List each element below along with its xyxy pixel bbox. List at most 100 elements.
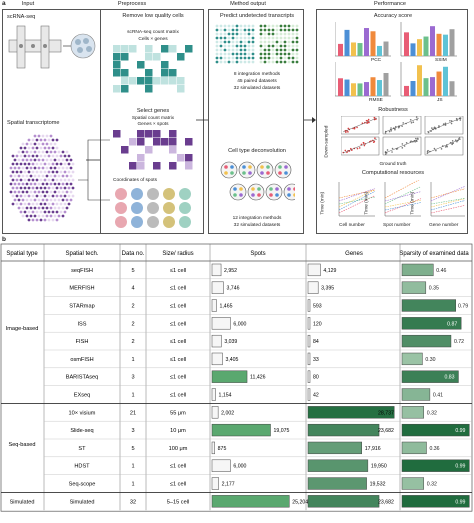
robustness-point [347, 131, 349, 133]
spot-number-label: Spot number [383, 223, 411, 228]
predicted-spot [239, 48, 243, 52]
tissue-spot [49, 166, 53, 170]
robustness-point [353, 127, 356, 130]
col-header-sparsity: Sparsity of examined data [399, 251, 469, 257]
robustness-point [384, 132, 387, 134]
matrix-cell [113, 53, 121, 61]
time-label-1: Time (min) [320, 191, 326, 215]
predicted-spot [291, 48, 295, 52]
runtime-series [430, 205, 465, 214]
runtime-series [338, 188, 376, 202]
tissue-spot [51, 178, 55, 182]
predicted-spot [263, 60, 267, 64]
genes-bar [307, 495, 380, 508]
accuracy-bar [449, 81, 455, 96]
tissue-spot [51, 218, 55, 222]
robustness-point [388, 130, 391, 133]
coordinate-spot [163, 188, 175, 200]
cell-type-dot [260, 171, 264, 175]
tissue-spot [31, 138, 35, 142]
tissue-spot [61, 206, 65, 210]
tissue-spot [31, 154, 35, 158]
matrix-cell [161, 146, 169, 154]
predicted-spot [271, 60, 275, 64]
table-row: Slide-seq 3 10 μm 19,075 23,682 0.99 [70, 423, 470, 437]
predicted-spot [243, 40, 247, 44]
robustness-point [346, 151, 348, 154]
spots-value: 25,204 [292, 499, 308, 505]
tissue-spot [71, 186, 75, 190]
matrix-cell [113, 146, 121, 154]
tissue-spot [53, 182, 57, 186]
cell-type-dot [266, 171, 270, 175]
matrix-cell [169, 61, 177, 69]
predicted-spot [295, 40, 299, 44]
tissue-spot [35, 194, 39, 198]
tissue-spot [43, 202, 47, 206]
metric-ssim: SSIM [435, 58, 447, 63]
genes-value: 33 [313, 357, 319, 363]
cell-type-dot [260, 165, 264, 169]
tissue-spot [45, 158, 49, 162]
tissue-spot [45, 190, 49, 194]
predicted-spot [271, 40, 275, 44]
predicted-spot [275, 56, 279, 60]
predicted-spot [247, 48, 251, 52]
matrix-cell [137, 85, 145, 93]
predicted-spot [235, 40, 239, 44]
predicted-spot [239, 52, 243, 56]
data-count: 2 [131, 321, 134, 327]
tissue-spot [41, 214, 45, 218]
tissue-spot [33, 150, 37, 154]
predicted-spot [235, 48, 239, 52]
spots-bar [211, 406, 219, 419]
tissue-spot [55, 202, 59, 206]
sparsity-bar [401, 423, 470, 437]
robustness-point [363, 144, 366, 147]
tissue-spot [27, 202, 31, 206]
tissue-spot [35, 154, 39, 158]
robustness-point [358, 147, 361, 149]
matrix-cell [177, 61, 185, 69]
tissue-spot [59, 194, 63, 198]
accuracy-bar [357, 43, 363, 56]
tissue-spot [43, 138, 47, 142]
predicted-spot [271, 44, 275, 48]
accuracy-bar [344, 29, 350, 56]
tissue-spot [61, 198, 65, 202]
cell-type-dot [251, 193, 255, 197]
matrix-cell [113, 85, 121, 93]
coordinate-spot [115, 202, 127, 214]
tissue-spot [37, 134, 41, 138]
matrix-cell [121, 162, 129, 170]
predicted-spot [267, 32, 271, 36]
tech-name: Simulated [70, 499, 95, 505]
tissue-spot [9, 174, 13, 178]
tissue-spot [17, 182, 21, 186]
predicted-spot [271, 28, 275, 32]
tissue-spot [11, 202, 15, 206]
robustness-point [356, 126, 358, 129]
predicted-spot [235, 36, 239, 40]
robustness-point [415, 116, 418, 118]
tissue-spot [39, 170, 43, 174]
matrix-cell [161, 53, 169, 61]
spots-bar [211, 441, 215, 455]
predicted-spot [239, 40, 243, 44]
tissue-spot [31, 202, 35, 206]
cells-genes-label: Cells × genes [138, 37, 168, 42]
metric-pcc: PCC [371, 58, 382, 63]
tissue-spot [33, 182, 37, 186]
predicted-spot [283, 60, 287, 64]
tissue-spot [23, 170, 27, 174]
predicted-spot [275, 48, 279, 52]
tissue-spot [35, 186, 39, 190]
matrix-cell [185, 154, 193, 162]
tissue-spot [37, 214, 41, 218]
col-header-genes: Genes [345, 251, 363, 257]
tissue-spot [53, 174, 57, 178]
robustness-point [431, 127, 433, 129]
tissue-spot [17, 174, 21, 178]
method-header: Method output [230, 1, 266, 7]
coordinate-spot [147, 216, 159, 228]
